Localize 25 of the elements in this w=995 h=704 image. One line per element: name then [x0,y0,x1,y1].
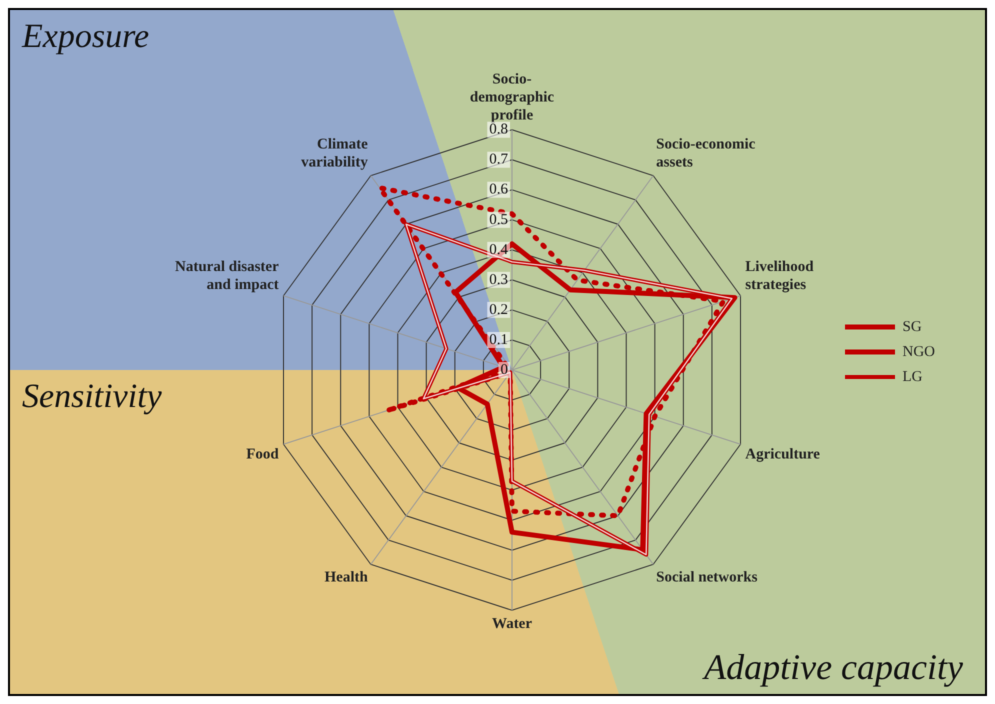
spoke-label: Climate variability [301,136,368,170]
spoke-label: Natural disaster and impact [174,259,280,294]
y-tick-label: 0 [500,362,508,378]
spoke-label: Water [492,616,532,632]
y-tick-label: 0.6 [489,182,508,198]
spoke-label: Social networks [656,569,758,586]
y-tick-label: 0.1 [489,332,508,348]
text: Exposure [22,18,150,56]
legend-label: LG [902,368,923,385]
legend-label: NGO [902,344,936,360]
spoke-label: Socio-demographic profile [470,72,554,124]
spoke-label: Health [324,569,368,586]
spoke-label: Livelihood strategies [745,259,814,294]
y-tick-label: 0.7 [489,152,508,168]
text: Adaptive capacity [704,646,963,688]
y-tick-label: 0.8 [489,122,508,138]
y-tick-label: 0.3 [489,272,508,288]
text: Sensitivity [22,378,162,416]
y-tick-label: 0.5 [489,212,508,228]
y-tick-label: 0.4 [489,242,508,258]
y-tick-label: 0.2 [489,302,508,318]
spoke-label: Food [246,446,280,463]
legend-label: SG [902,318,922,335]
spoke-label: Socio-economic assets [656,136,756,170]
spoke-label: Agriculture [745,446,820,463]
